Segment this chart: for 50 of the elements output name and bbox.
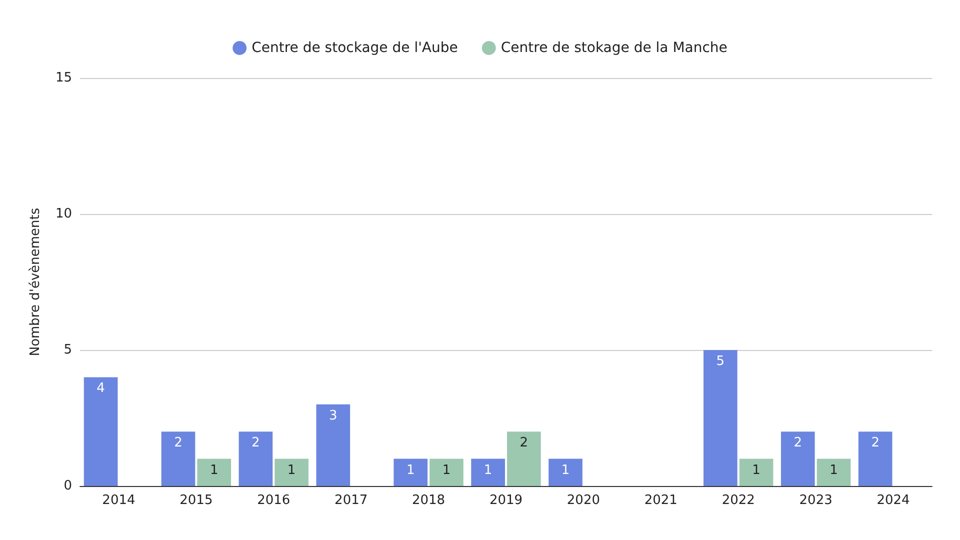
x-tick-label: 2018	[412, 493, 446, 508]
data-label: 1	[561, 462, 570, 478]
y-tick-label: 0	[64, 478, 72, 494]
x-tick-label: 2023	[799, 493, 832, 508]
x-tick-label: 2019	[489, 493, 523, 508]
data-label: 1	[442, 462, 451, 478]
bar	[704, 350, 738, 486]
x-tick-label: 2020	[566, 493, 600, 508]
data-label: 1	[210, 462, 218, 478]
x-tick-label: 2022	[722, 493, 755, 508]
x-tick-label: 2024	[876, 493, 910, 508]
y-axis-title: Nombre d'évènements	[28, 208, 43, 356]
data-label: 1	[484, 462, 492, 478]
bar	[780, 432, 815, 486]
bar	[394, 458, 428, 486]
x-tick-label: 2014	[102, 493, 136, 508]
bar	[316, 404, 350, 486]
data-label: 5	[716, 354, 725, 369]
x-tick-label: 2021	[644, 493, 678, 508]
data-label: 2	[252, 436, 260, 451]
bar	[430, 458, 464, 486]
bar	[274, 458, 308, 486]
data-label: 3	[329, 408, 338, 424]
data-label: 2	[520, 436, 528, 451]
bar	[816, 458, 851, 486]
bar	[858, 432, 892, 486]
bar	[161, 432, 196, 486]
data-label: 1	[830, 462, 838, 478]
data-label: 1	[406, 462, 415, 478]
data-label: 4	[96, 381, 105, 396]
data-label: 2	[871, 436, 880, 451]
x-tick-label: 2015	[180, 493, 213, 508]
bar	[197, 458, 232, 486]
x-tick-label: 2016	[257, 493, 290, 508]
legend-label: Centre de stokage de la Manche	[500, 40, 728, 56]
data-label: 2	[174, 436, 182, 451]
bar	[507, 432, 541, 486]
x-tick-label: 2017	[334, 493, 368, 508]
legend-label: Centre de stockage de l'Aube	[252, 40, 458, 56]
data-label: 1	[287, 462, 296, 478]
bar	[471, 458, 505, 486]
data-label: 1	[752, 462, 760, 478]
data-label: 2	[794, 436, 802, 451]
bar	[739, 458, 774, 486]
bar	[84, 377, 118, 486]
y-tick-label: 10	[55, 206, 72, 222]
bar	[548, 458, 582, 486]
bar	[238, 432, 273, 486]
y-tick-label: 15	[55, 70, 72, 86]
y-tick-label: 5	[64, 342, 72, 358]
